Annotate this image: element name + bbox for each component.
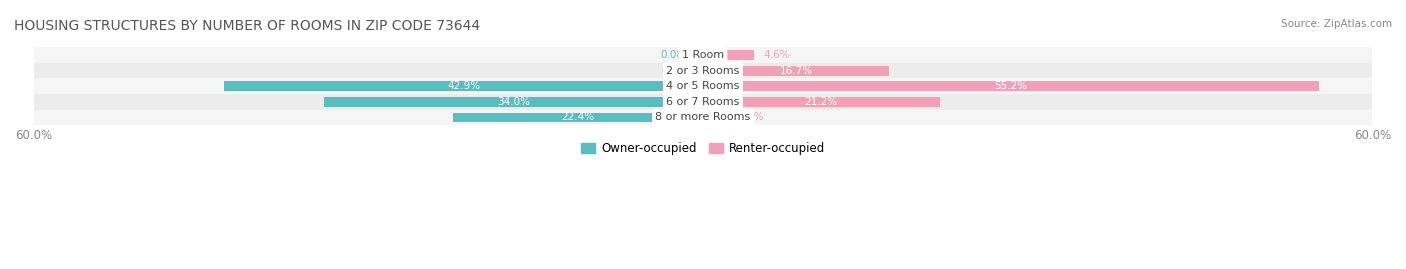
Text: 6 or 7 Rooms: 6 or 7 Rooms [666, 97, 740, 107]
Text: 21.2%: 21.2% [804, 97, 838, 107]
Bar [323, 97, 703, 107]
Bar [34, 110, 1372, 125]
Text: 4.6%: 4.6% [763, 50, 790, 60]
Text: 34.0%: 34.0% [496, 97, 530, 107]
Legend: Owner-occupied, Renter-occupied: Owner-occupied, Renter-occupied [576, 137, 830, 160]
Text: HOUSING STRUCTURES BY NUMBER OF ROOMS IN ZIP CODE 73644: HOUSING STRUCTURES BY NUMBER OF ROOMS IN… [14, 19, 481, 33]
Text: 42.9%: 42.9% [447, 81, 481, 91]
Bar [703, 50, 755, 60]
Text: 8 or more Rooms: 8 or more Rooms [655, 112, 751, 122]
Bar [696, 66, 703, 76]
Text: Source: ZipAtlas.com: Source: ZipAtlas.com [1281, 19, 1392, 29]
Bar [703, 97, 939, 107]
Text: 0.08%: 0.08% [661, 50, 693, 60]
Bar [453, 113, 703, 122]
Text: 22.4%: 22.4% [561, 112, 595, 122]
Bar [34, 47, 1372, 63]
Bar [225, 82, 703, 91]
Bar [703, 113, 728, 122]
Text: 0.6%: 0.6% [661, 66, 688, 76]
Text: 4 or 5 Rooms: 4 or 5 Rooms [666, 81, 740, 91]
Bar [703, 82, 1319, 91]
Text: 55.2%: 55.2% [994, 81, 1028, 91]
Bar [703, 66, 890, 76]
Text: 1 Room: 1 Room [682, 50, 724, 60]
Bar [34, 79, 1372, 94]
Text: 2 or 3 Rooms: 2 or 3 Rooms [666, 66, 740, 76]
Text: 2.3%: 2.3% [738, 112, 763, 122]
Text: 16.7%: 16.7% [779, 66, 813, 76]
Bar [34, 63, 1372, 79]
Bar [34, 94, 1372, 110]
